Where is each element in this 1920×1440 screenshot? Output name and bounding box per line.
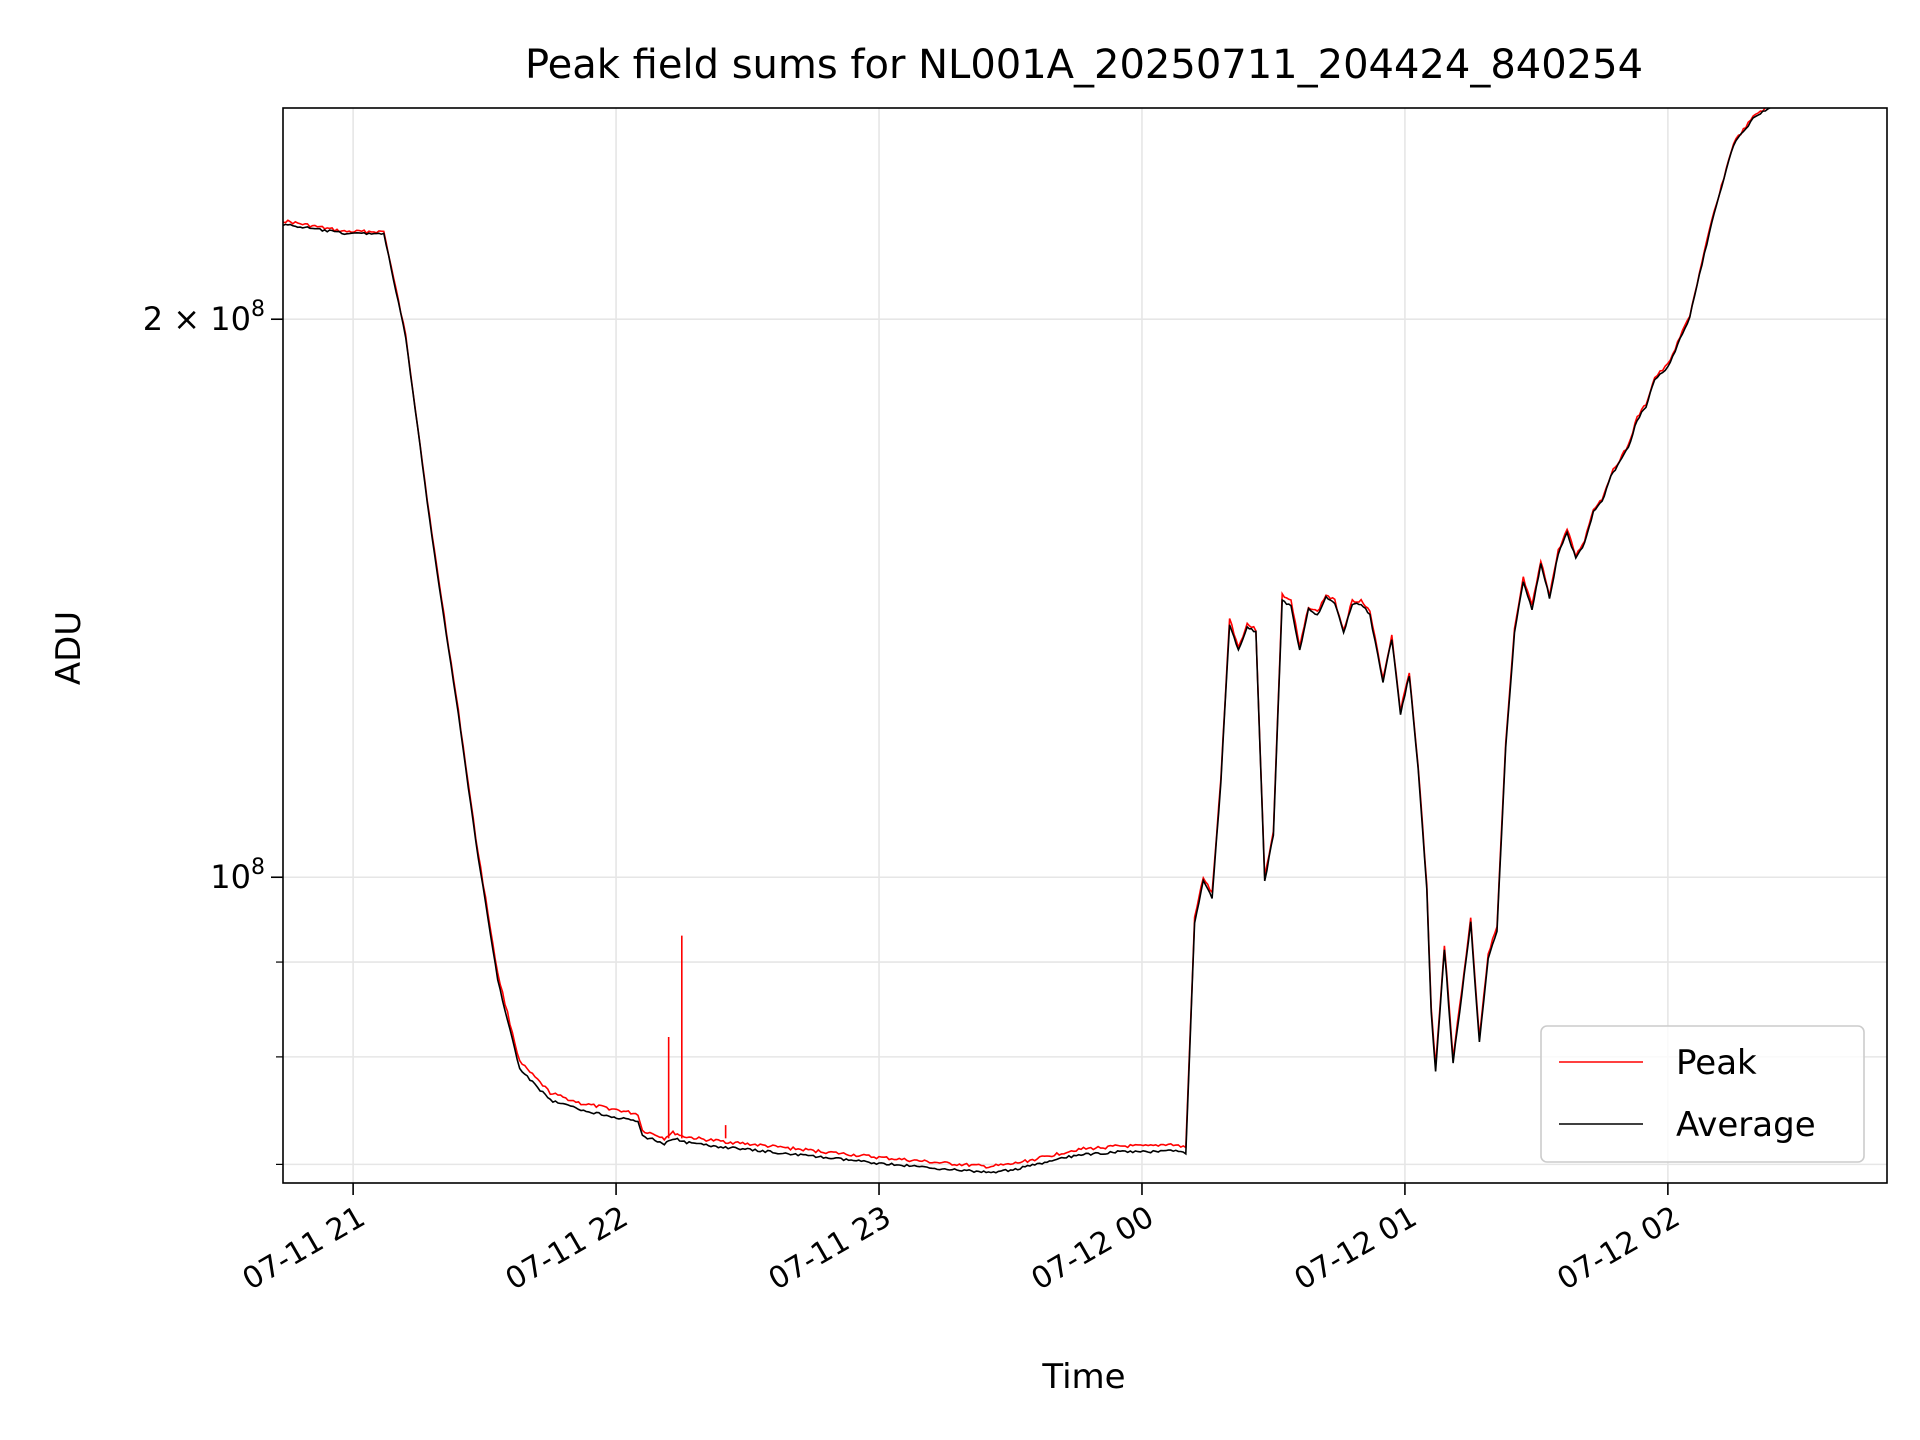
y-axis-ticks: 2 × 108 108 — [143, 297, 283, 1165]
plot-lines — [283, 108, 1772, 1174]
y-tick-label: 2 × 108 — [143, 297, 265, 338]
legend-label: Peak — [1676, 1043, 1757, 1083]
axes-frame — [282, 107, 1888, 1184]
y-axis-label: ADU — [49, 611, 89, 685]
chart-title: Peak field sums for NL001A_20250711_2044… — [525, 42, 1643, 88]
legend-label: Average — [1676, 1105, 1816, 1145]
y-tick-label: 108 — [210, 855, 265, 896]
legend-box — [1540, 1025, 1865, 1163]
series-line-average — [283, 108, 1772, 1174]
x-axis-label: Time — [1041, 1357, 1125, 1397]
legend: Peak Average — [1540, 1025, 1865, 1163]
series-line-peak — [283, 108, 1767, 1169]
